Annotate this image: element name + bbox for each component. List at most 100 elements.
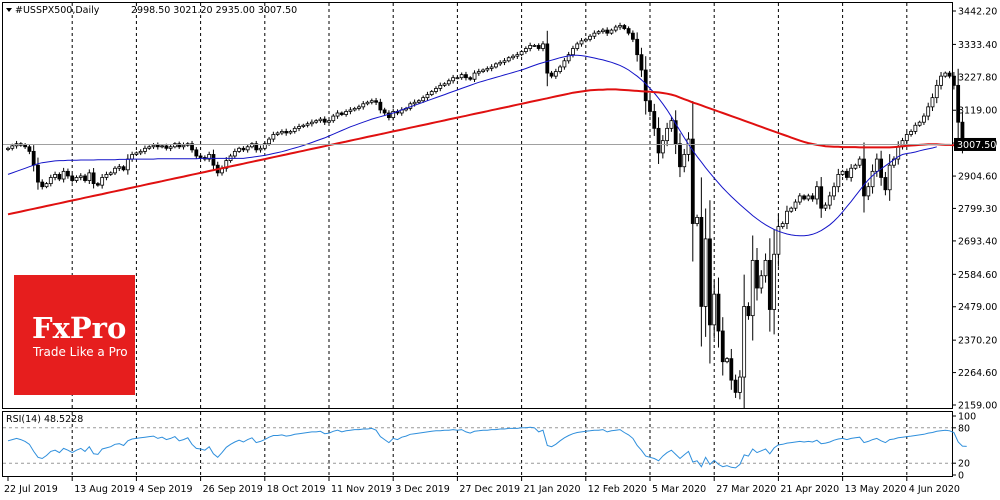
candle-body-14 bbox=[66, 170, 70, 177]
candle-body-136 bbox=[588, 35, 592, 40]
candle-body-207 bbox=[892, 158, 896, 166]
time-tick-label-7: 27 Dec 2019 bbox=[459, 484, 520, 495]
candle-body-157 bbox=[678, 143, 682, 168]
candle-body-159 bbox=[686, 138, 691, 155]
candle-body-199 bbox=[857, 158, 862, 166]
candle-body-104 bbox=[451, 77, 456, 82]
chart-symbol: #USSPX500,Daily bbox=[15, 5, 100, 16]
candle-body-170 bbox=[733, 379, 738, 393]
candle-body-77 bbox=[335, 112, 340, 117]
candle-body-213 bbox=[917, 121, 922, 126]
time-tick-label-5: 11 Nov 2019 bbox=[331, 484, 392, 495]
logo-brand: FxPro bbox=[32, 311, 126, 345]
rsi-level-lines bbox=[3, 427, 952, 464]
price-tick-label-2: 3227.80 bbox=[958, 72, 997, 83]
candle-body-11 bbox=[53, 174, 57, 178]
candle-body-18 bbox=[83, 175, 87, 181]
candle-body-221 bbox=[951, 75, 956, 86]
candle-body-35 bbox=[155, 144, 160, 148]
vertical-gridlines bbox=[71, 3, 908, 476]
candle-body-10 bbox=[48, 177, 53, 185]
candle-body-16 bbox=[74, 177, 79, 181]
time-tick-label-0: 22 Jul 2019 bbox=[4, 484, 58, 495]
candle-body-220 bbox=[947, 72, 952, 77]
price-tick-label-5: 2904.60 bbox=[958, 172, 997, 183]
dropdown-arrow-icon[interactable] bbox=[6, 8, 12, 12]
candle-body-193 bbox=[832, 186, 836, 197]
candle-body-5 bbox=[27, 146, 32, 152]
candle-body-174 bbox=[750, 259, 755, 317]
candle-body-103 bbox=[446, 80, 451, 85]
candle-body-171 bbox=[737, 376, 742, 393]
candle-body-153 bbox=[660, 140, 665, 154]
price-panel-frame bbox=[2, 2, 953, 409]
candle-body-121 bbox=[523, 48, 528, 52]
candle-body-36 bbox=[160, 145, 164, 148]
price-tick-label-3: 3119.00 bbox=[958, 106, 997, 117]
candle-body-99 bbox=[429, 91, 434, 95]
candle-body-8 bbox=[40, 181, 45, 188]
candle-body-175 bbox=[755, 259, 759, 289]
candle-body-95 bbox=[412, 101, 417, 105]
time-tick-label-2: 4 Sep 2019 bbox=[138, 484, 192, 495]
candle-body-34 bbox=[151, 144, 156, 148]
candle-body-222 bbox=[956, 84, 961, 123]
price-tick-label-0: 3442.20 bbox=[958, 7, 997, 18]
time-tick-label-4: 18 Oct 2019 bbox=[267, 484, 326, 495]
rsi-tick-label-1: 80 bbox=[958, 423, 970, 434]
candle-body-151 bbox=[652, 111, 657, 129]
candle-body-127 bbox=[549, 72, 554, 77]
candle-body-211 bbox=[909, 131, 913, 135]
candle-body-30 bbox=[134, 152, 139, 155]
candle-body-55 bbox=[241, 147, 246, 151]
candle-body-48 bbox=[211, 154, 216, 166]
candle-body-217 bbox=[934, 84, 939, 99]
candle-body-154 bbox=[665, 127, 670, 142]
time-tick-label-14: 4 Jun 2020 bbox=[909, 484, 960, 495]
candle-body-73 bbox=[318, 118, 323, 122]
candle-body-147 bbox=[635, 38, 640, 56]
candle-body-119 bbox=[515, 54, 520, 57]
candle-body-177 bbox=[763, 259, 768, 277]
candle-body-189 bbox=[815, 186, 819, 200]
candle-body-129 bbox=[558, 66, 563, 72]
price-tick-label-6: 2799.30 bbox=[958, 204, 997, 215]
candle-body-87 bbox=[378, 101, 383, 111]
logo-tagline: Trade Like a Pro bbox=[32, 345, 128, 359]
candle-body-100 bbox=[434, 88, 438, 92]
candle-body-82 bbox=[357, 106, 361, 109]
rsi-tick-label-2: 20 bbox=[958, 459, 970, 470]
time-tick-label-6: 3 Dec 2019 bbox=[395, 484, 450, 495]
candle-body-137 bbox=[592, 32, 597, 37]
candle-body-152 bbox=[656, 127, 661, 154]
candle-body-214 bbox=[922, 115, 926, 123]
candle-body-39 bbox=[173, 143, 177, 148]
candle-body-62 bbox=[271, 134, 276, 140]
candle-body-28 bbox=[125, 158, 130, 171]
candle-body-115 bbox=[498, 61, 503, 65]
candle-body-128 bbox=[553, 71, 558, 77]
candle-body-64 bbox=[280, 131, 284, 134]
time-tick-label-11: 27 Mar 2020 bbox=[716, 484, 776, 495]
candle-body-54 bbox=[237, 147, 242, 152]
candle-body-12 bbox=[57, 174, 62, 180]
ma-slow-line bbox=[7, 88, 963, 216]
candle-body-111 bbox=[481, 69, 485, 72]
candle-body-68 bbox=[297, 126, 301, 129]
candle-body-31 bbox=[138, 150, 143, 154]
candle-body-167 bbox=[720, 330, 725, 363]
candle-body-201 bbox=[866, 186, 871, 197]
candle-body-141 bbox=[609, 29, 614, 34]
candle-body-13 bbox=[61, 170, 66, 180]
current-price-badge-bg bbox=[954, 137, 996, 151]
price-axis: 3442.203333.403227.803119.003012.202904.… bbox=[952, 7, 997, 412]
candle-body-180 bbox=[776, 226, 781, 255]
candle-body-61 bbox=[267, 138, 271, 145]
chart-ohlc: 2998.50 3021.20 2935.00 3007.50 bbox=[131, 5, 297, 16]
candle-body-203 bbox=[874, 158, 879, 172]
time-tick-label-8: 21 Jan 2020 bbox=[524, 484, 581, 495]
candle-body-0 bbox=[6, 147, 10, 150]
candle-body-84 bbox=[365, 101, 370, 105]
candle-body-81 bbox=[352, 107, 357, 111]
